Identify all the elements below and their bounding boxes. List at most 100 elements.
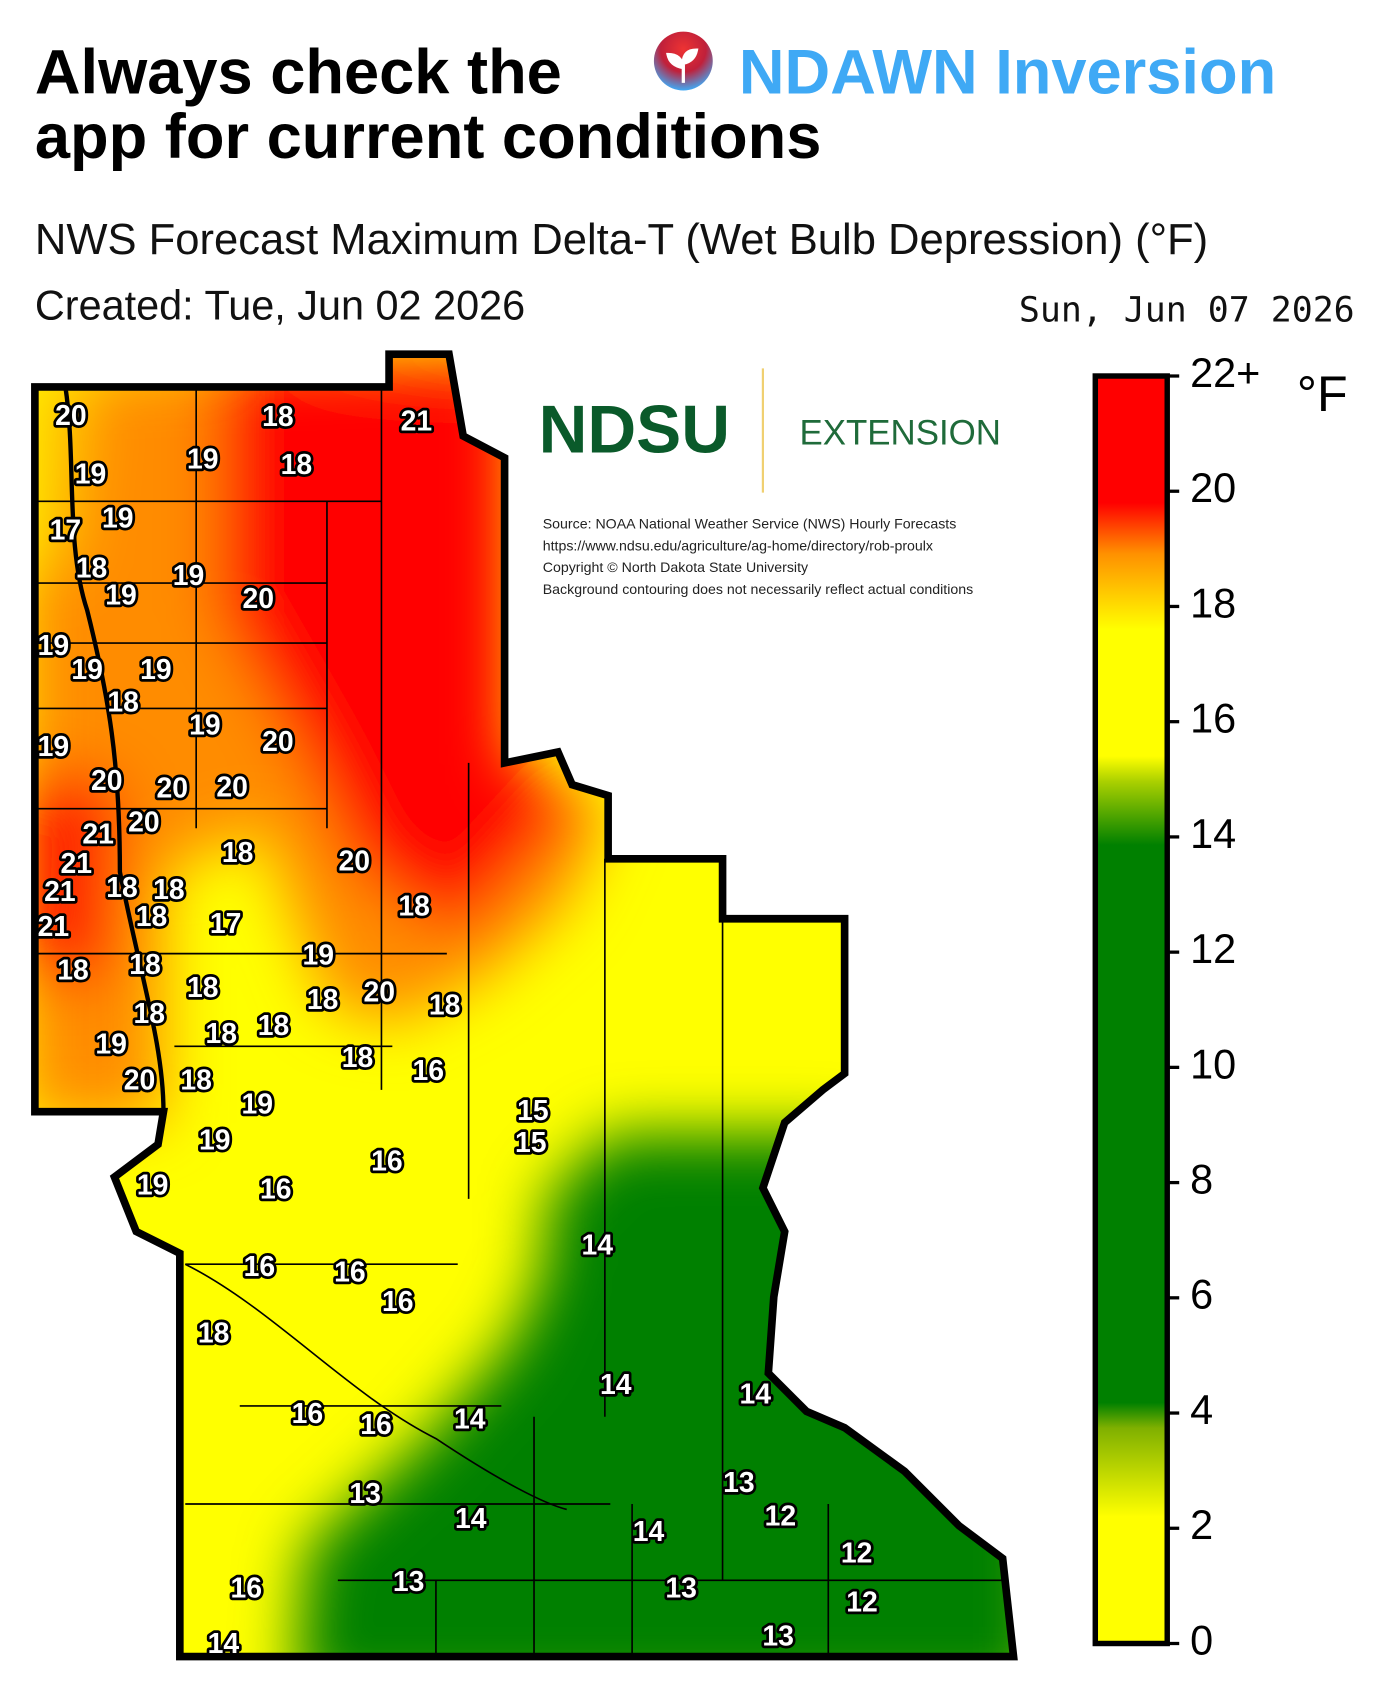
station-value: 18 xyxy=(153,874,185,906)
station-value: 19 xyxy=(38,731,70,763)
station-value: 20 xyxy=(243,583,275,615)
station-value: 18 xyxy=(136,901,168,933)
colorbar-tick-label: 2 xyxy=(1190,1502,1213,1548)
station-value: 18 xyxy=(398,890,430,922)
logo-unit: EXTENSION xyxy=(799,414,1000,453)
source-notes: Source: NOAA National Weather Service (N… xyxy=(543,517,973,598)
station-value: 21 xyxy=(82,818,114,850)
station-value: 17 xyxy=(210,908,242,940)
title-line2: app for current conditions xyxy=(35,102,822,172)
logo-name: NDSU xyxy=(539,392,730,467)
app-icon-leaf xyxy=(666,48,699,83)
station-value: 17 xyxy=(50,514,82,546)
station-value: 19 xyxy=(38,630,70,662)
station-value: 20 xyxy=(128,806,160,838)
station-value: 14 xyxy=(633,1516,665,1548)
station-value: 18 xyxy=(262,401,294,433)
station-value: 16 xyxy=(334,1257,366,1289)
station-value: 21 xyxy=(38,911,70,943)
station-value: 20 xyxy=(364,976,396,1008)
station-value: 20 xyxy=(216,772,248,804)
station-value: 19 xyxy=(95,1029,127,1061)
station-value: 18 xyxy=(134,998,166,1030)
station-value: 18 xyxy=(107,687,139,719)
station-value: 19 xyxy=(187,444,219,476)
station-value: 20 xyxy=(156,773,188,805)
colorbar-tick-label: 4 xyxy=(1190,1387,1213,1433)
title-line1: Always check the xyxy=(35,38,562,108)
colorbar-tick-label: 22+ xyxy=(1190,350,1260,396)
colorbar xyxy=(1092,373,1170,1647)
forecast-date: Sun, Jun 07 2026 xyxy=(1019,291,1355,331)
station-value: 14 xyxy=(455,1503,487,1535)
station-value: 16 xyxy=(231,1573,263,1605)
station-value: 16 xyxy=(360,1409,392,1441)
colorbar-tick-label: 10 xyxy=(1190,1041,1236,1087)
station-value: 19 xyxy=(102,502,134,534)
station-value: 18 xyxy=(180,1065,212,1097)
station-value: 18 xyxy=(187,972,219,1004)
station-value: 14 xyxy=(600,1369,632,1401)
colorbar-tick-label: 12 xyxy=(1190,926,1236,972)
station-value: 15 xyxy=(515,1127,547,1159)
colorbar-tick-label: 16 xyxy=(1190,696,1236,742)
colorbar-tick-label: 0 xyxy=(1190,1617,1213,1663)
station-value: 13 xyxy=(393,1566,425,1598)
station-value: 20 xyxy=(91,765,123,797)
station-value: 18 xyxy=(429,990,461,1022)
station-value: 19 xyxy=(137,1169,169,1201)
station-value: 19 xyxy=(189,709,221,741)
station-value: 16 xyxy=(244,1251,276,1283)
station-value: 19 xyxy=(140,654,172,686)
station-value: 18 xyxy=(281,449,313,481)
station-value: 16 xyxy=(292,1398,324,1430)
station-value: 14 xyxy=(740,1379,772,1411)
source-note: Copyright © North Dakota State Universit… xyxy=(543,560,809,576)
station-value: 12 xyxy=(841,1538,873,1570)
station-value: 20 xyxy=(262,726,294,758)
station-value: 13 xyxy=(349,1478,381,1510)
station-value: 19 xyxy=(173,560,205,592)
station-value: 19 xyxy=(71,654,103,686)
station-value: 14 xyxy=(208,1628,240,1660)
station-value: 19 xyxy=(105,580,137,612)
colorbar-tick-label: 8 xyxy=(1190,1157,1213,1203)
colorbar-ticks: 0 2 4 6 8 10 12 14 16 18 20 22+ xyxy=(1167,350,1260,1663)
station-value: 18 xyxy=(222,837,254,869)
station-value: 15 xyxy=(517,1095,549,1127)
station-value: 20 xyxy=(124,1065,156,1097)
station-value: 19 xyxy=(75,459,107,491)
station-value: 18 xyxy=(57,955,89,987)
station-value: 18 xyxy=(258,1010,290,1042)
station-value: 16 xyxy=(260,1174,292,1206)
source-note: Background contouring does not necessari… xyxy=(543,582,973,598)
county-lines xyxy=(34,386,1003,1657)
station-value: 18 xyxy=(205,1018,237,1050)
contour-background xyxy=(34,354,1014,1657)
station-value: 18 xyxy=(198,1318,230,1350)
station-value: 13 xyxy=(762,1621,794,1653)
station-value: 13 xyxy=(723,1467,755,1499)
station-value: 14 xyxy=(454,1404,486,1436)
station-value: 18 xyxy=(129,949,161,981)
colorbar-tick-label: 14 xyxy=(1190,811,1236,857)
station-value: 19 xyxy=(302,939,334,971)
station-value: 19 xyxy=(199,1125,231,1157)
created-date: Created: Tue, Jun 02 2026 xyxy=(35,282,525,328)
colorbar-tick-label: 6 xyxy=(1190,1272,1213,1318)
station-value: 18 xyxy=(342,1042,374,1074)
colorbar-unit: °F xyxy=(1297,366,1348,422)
station-value: 16 xyxy=(371,1145,403,1177)
subtitle: NWS Forecast Maximum Delta-T (Wet Bulb D… xyxy=(35,216,1208,264)
station-value: 14 xyxy=(581,1229,613,1261)
station-value: 21 xyxy=(401,405,433,437)
station-value: 18 xyxy=(76,552,108,584)
station-value: 12 xyxy=(846,1587,878,1619)
colorbar-tick-label: 18 xyxy=(1190,580,1236,626)
station-value: 19 xyxy=(241,1089,273,1121)
station-value: 13 xyxy=(665,1573,697,1605)
station-value: 16 xyxy=(382,1286,414,1318)
app-link[interactable]: NDAWN Inversion xyxy=(739,38,1276,108)
